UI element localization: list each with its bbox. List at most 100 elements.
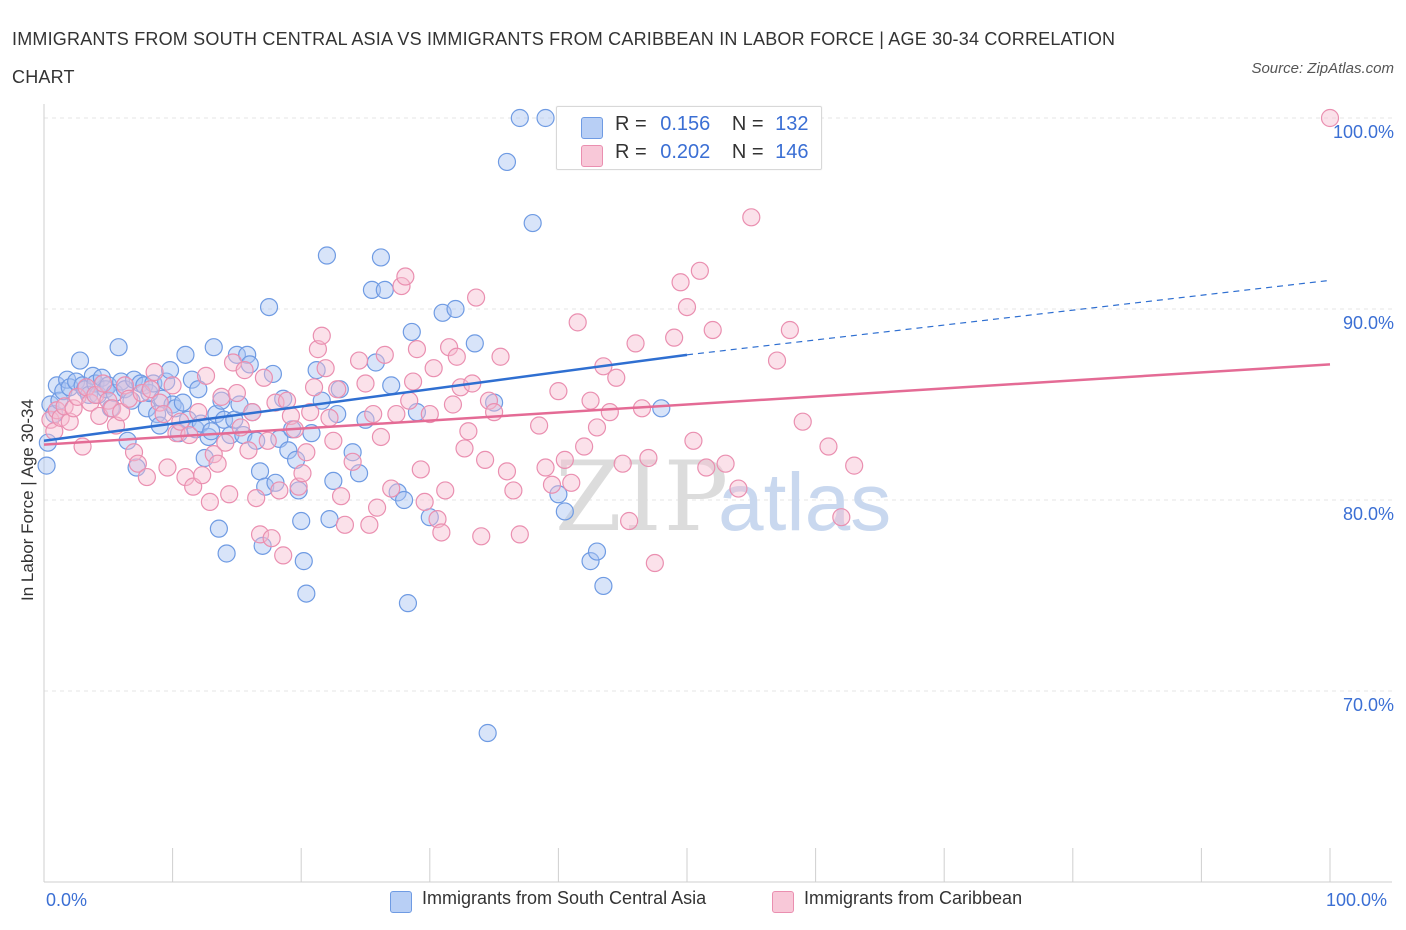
data-point	[400, 391, 419, 410]
data-point	[398, 594, 418, 613]
data-point	[92, 368, 111, 387]
data-point	[439, 338, 459, 357]
data-point	[690, 261, 709, 280]
data-point	[394, 490, 414, 510]
data-point	[258, 431, 277, 450]
data-point	[819, 437, 838, 456]
data-point	[382, 479, 401, 498]
data-point	[200, 492, 219, 512]
data-point	[209, 519, 228, 538]
data-point	[420, 404, 439, 424]
data-point	[235, 361, 254, 380]
data-point	[475, 450, 495, 469]
data-point	[367, 498, 387, 517]
data-point	[716, 454, 735, 473]
data-point	[428, 509, 447, 529]
data-point	[375, 345, 394, 364]
bottom-legend-swatch-pink	[772, 891, 794, 913]
y-tick-label: 90.0%	[1342, 313, 1394, 333]
data-point	[173, 393, 192, 412]
data-point	[562, 473, 581, 492]
data-point	[60, 412, 79, 431]
data-point	[250, 462, 270, 481]
data-point	[297, 584, 316, 603]
data-point	[415, 492, 434, 512]
data-point	[407, 340, 427, 359]
data-point	[845, 456, 864, 475]
data-point	[51, 408, 70, 427]
data-point	[411, 460, 430, 479]
data-point	[212, 387, 231, 406]
data-point	[115, 376, 135, 395]
trend-line	[43, 363, 1331, 446]
data-point	[375, 280, 394, 299]
data-point	[466, 288, 486, 307]
data-point	[94, 374, 113, 393]
data-point	[331, 487, 351, 506]
data-point	[639, 448, 658, 468]
data-point	[124, 443, 144, 462]
data-point	[677, 297, 697, 317]
data-point	[263, 364, 283, 384]
legend-r-value: 0.202	[660, 141, 711, 163]
data-point	[665, 328, 684, 347]
data-point	[403, 372, 423, 391]
data-point	[510, 525, 529, 544]
data-point	[465, 334, 484, 353]
data-point	[549, 382, 568, 401]
data-point	[349, 351, 369, 370]
data-point	[324, 471, 343, 490]
data-point	[137, 467, 156, 487]
data-point	[613, 454, 632, 473]
data-point	[293, 464, 312, 483]
data-point	[626, 334, 645, 353]
data-point	[497, 152, 517, 172]
trend-line	[43, 353, 688, 443]
data-point	[328, 380, 347, 399]
stats-legend: R = 0.156 N = 132 R = 0.202 N = 146	[556, 106, 822, 170]
data-point	[371, 427, 391, 447]
watermark-atlas: atlas	[718, 457, 891, 548]
data-point	[216, 433, 235, 452]
data-point	[432, 523, 451, 542]
bottom-legend-label: Immigrants from Caribbean	[804, 888, 1023, 908]
data-point	[64, 399, 83, 418]
data-point	[270, 481, 289, 500]
data-point	[645, 553, 664, 573]
legend-n-label: N =	[731, 113, 764, 135]
data-point	[208, 454, 227, 473]
data-point	[289, 477, 308, 496]
data-point	[360, 515, 379, 534]
trend-lines	[43, 279, 1331, 446]
data-point	[189, 380, 208, 399]
data-point	[141, 380, 160, 399]
data-point	[436, 481, 455, 500]
source-credit: Source: ZipAtlas.com	[1251, 60, 1394, 77]
data-point	[335, 515, 355, 534]
chart-title: IMMIGRANTS FROM SOUTH CENTRAL ASIA VS IM…	[12, 29, 1116, 87]
data-point	[587, 418, 607, 437]
data-point	[312, 326, 331, 345]
data-point	[652, 399, 671, 418]
legend-r-label: R =	[615, 141, 647, 163]
data-point	[128, 454, 147, 473]
data-point	[497, 462, 517, 481]
legend-n-value: 146	[775, 141, 809, 163]
data-point	[530, 416, 549, 435]
data-point	[349, 464, 369, 483]
data-point	[459, 422, 478, 441]
data-point	[262, 529, 281, 548]
data-point	[176, 345, 195, 364]
data-point	[703, 320, 722, 340]
data-point	[324, 431, 343, 450]
data-point	[742, 208, 761, 227]
data-point	[212, 391, 231, 410]
data-point	[343, 452, 362, 471]
data-point	[479, 391, 499, 410]
y-tick-label: 100.0%	[1332, 122, 1394, 142]
watermark: ZIP atlas	[555, 441, 891, 553]
data-point	[250, 525, 270, 544]
data-point	[227, 383, 246, 403]
data-point	[317, 246, 337, 265]
